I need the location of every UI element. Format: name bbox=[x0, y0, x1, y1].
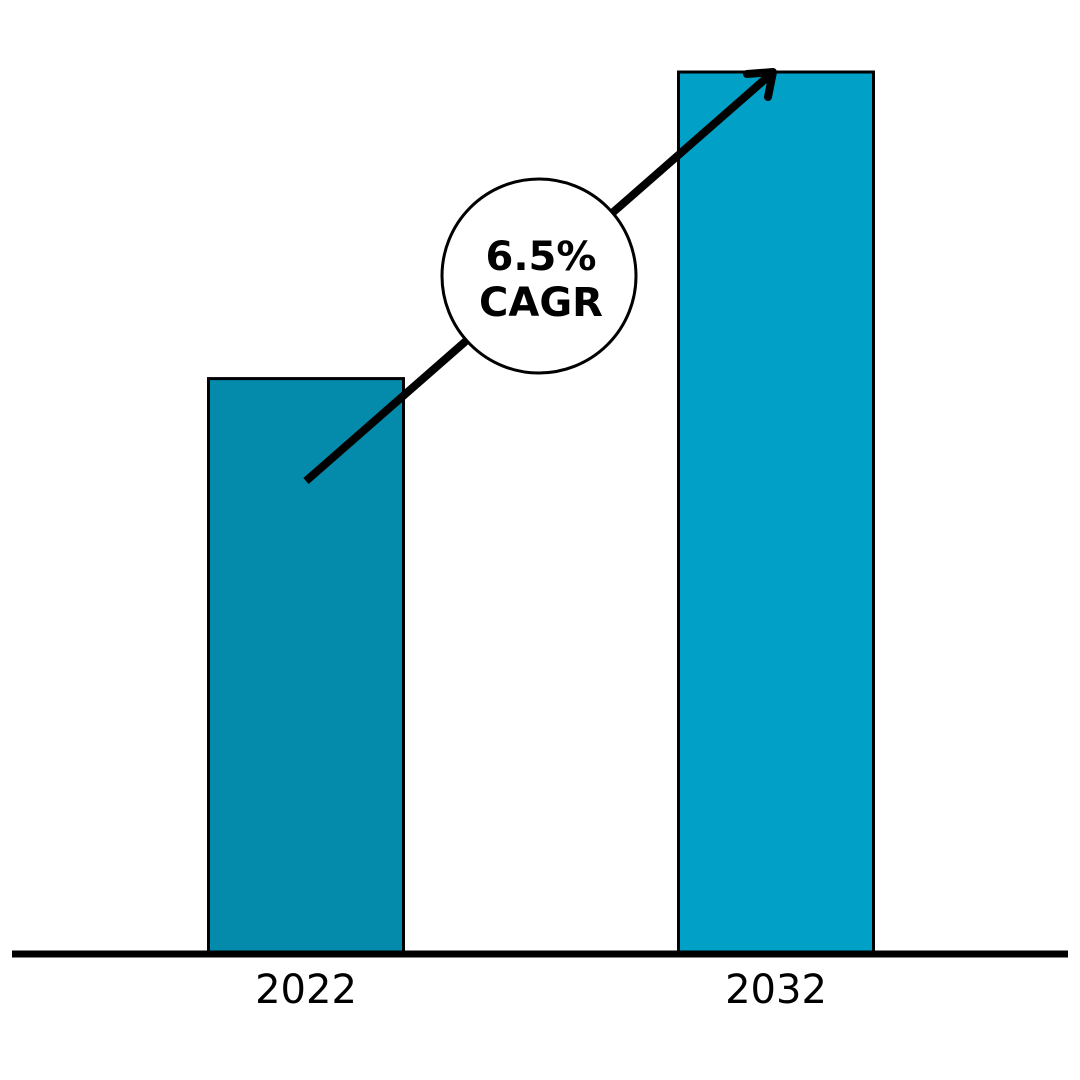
bar-2032 bbox=[677, 70, 875, 955]
cagr-caption-label: CAGR bbox=[479, 280, 603, 326]
x-tick-label: 2032 bbox=[725, 967, 827, 1013]
bar-2022 bbox=[207, 377, 405, 955]
x-tick-labels: 2022 2032 bbox=[255, 967, 827, 1013]
cagr-value-label: 6.5% bbox=[486, 234, 597, 280]
x-tick-label: 2022 bbox=[255, 967, 357, 1013]
cagr-badge: 6.5% CAGR bbox=[440, 177, 638, 375]
cagr-badge-circle bbox=[440, 177, 638, 375]
arrow-head-icon bbox=[743, 68, 777, 101]
bars-group bbox=[207, 70, 875, 955]
